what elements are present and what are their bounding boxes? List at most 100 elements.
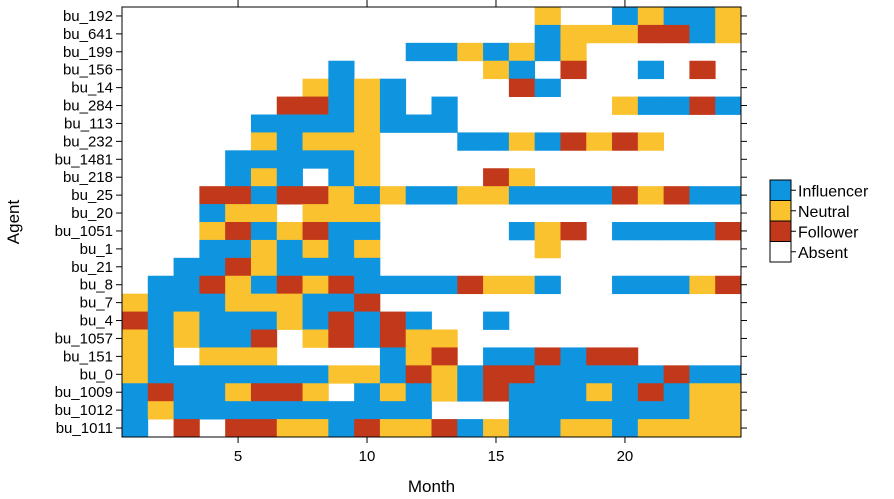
cell-bu_7-month-2 — [147, 293, 174, 312]
cell-bu_1011-month-17 — [534, 419, 561, 438]
cell-bu_25-month-8 — [302, 186, 329, 205]
cell-bu_1-month-7 — [276, 239, 303, 259]
cell-bu_8-month-22 — [663, 275, 690, 295]
y-tick-label: bu_8 — [80, 277, 113, 294]
cell-bu_151-month-6 — [250, 347, 278, 366]
y-tick-label: bu_25 — [71, 187, 113, 204]
cell-bu_284-month-9 — [328, 96, 355, 115]
cell-bu_1-month-8 — [302, 239, 329, 259]
y-tick-label: bu_1012 — [55, 402, 113, 419]
cell-bu_1051-month-22 — [663, 222, 690, 241]
cell-bu_113-month-7 — [276, 114, 303, 133]
cell-bu_1057-month-5 — [225, 329, 252, 348]
cell-bu_232-month-16 — [508, 132, 536, 151]
cell-bu_4-month-1 — [122, 311, 149, 330]
cell-bu_1051-month-21 — [637, 222, 665, 241]
cell-bu_1-month-9 — [328, 239, 355, 259]
cell-bu_1051-month-7 — [276, 222, 303, 241]
cell-bu_1012-month-9 — [328, 401, 355, 420]
cell-bu_192-month-21 — [637, 7, 665, 26]
cell-bu_21-month-10 — [354, 257, 381, 277]
y-tick-label: bu_192 — [63, 8, 113, 25]
cell-bu_113-month-9 — [328, 114, 355, 133]
y-tick-label: bu_113 — [64, 115, 113, 132]
cell-bu_20-month-8 — [302, 204, 329, 223]
cell-bu_199-month-12 — [405, 42, 432, 62]
cell-bu_232-month-10 — [354, 132, 381, 151]
cell-bu_192-month-17 — [534, 7, 561, 26]
cell-bu_14-month-8 — [302, 78, 329, 97]
cell-bu_1051-month-5 — [225, 222, 252, 241]
cell-bu_199-month-14 — [457, 42, 484, 62]
cell-bu_8-month-11 — [379, 275, 407, 295]
cell-bu_1012-month-24 — [715, 401, 742, 420]
cell-bu_232-month-21 — [637, 132, 665, 151]
cell-bu_284-month-13 — [431, 96, 458, 115]
cell-bu_1-month-10 — [354, 239, 381, 259]
cell-bu_20-month-10 — [354, 204, 381, 223]
cell-bu_284-month-21 — [637, 96, 665, 115]
cell-bu_232-month-7 — [276, 132, 303, 151]
y-tick-label: bu_1009 — [55, 384, 113, 401]
cell-bu_1011-month-14 — [457, 419, 484, 438]
cell-bu_1009-month-1 — [122, 383, 149, 402]
cell-bu_21-month-3 — [173, 257, 200, 277]
x-axis: 5 10 15 20 — [234, 0, 633, 465]
cell-bu_151-month-2 — [147, 347, 174, 366]
cell-bu_151-month-20 — [612, 347, 639, 366]
cell-bu_4-month-9 — [328, 311, 355, 330]
cell-bu_113-month-11 — [379, 114, 407, 133]
cell-bu_199-month-15 — [483, 42, 510, 62]
y-tick-label: bu_199 — [63, 44, 113, 61]
cell-bu_1009-month-12 — [405, 383, 432, 402]
y-tick-label: bu_1 — [80, 241, 113, 258]
cell-bu_1009-month-7 — [276, 383, 303, 402]
cell-bu_25-month-14 — [457, 186, 484, 205]
cell-bu_21-month-4 — [199, 257, 226, 277]
cell-bu_21-month-8 — [302, 257, 329, 277]
x-tick-label: 10 — [359, 448, 376, 465]
x-axis-title: Month — [408, 477, 455, 496]
cell-bu_21-month-6 — [250, 257, 278, 277]
cell-bu_151-month-1 — [122, 347, 149, 366]
cell-bu_14-month-11 — [379, 78, 407, 97]
cell-bu_21-month-7 — [276, 257, 303, 277]
cell-bu_156-month-9 — [328, 60, 355, 80]
cell-bu_8-month-24 — [715, 275, 742, 295]
cell-bu_1051-month-9 — [328, 222, 355, 241]
cell-bu_1012-month-4 — [199, 401, 226, 420]
cell-bu_1012-month-11 — [379, 401, 407, 420]
plot-frame — [121, 6, 742, 438]
cell-bu_1051-month-23 — [689, 222, 716, 241]
cell-bu_1012-month-3 — [173, 401, 200, 420]
cell-bu_641-month-24 — [715, 24, 742, 44]
legend-swatch-influencer — [769, 179, 792, 201]
cell-bu_0-month-21 — [637, 365, 665, 384]
cell-bu_156-month-21 — [637, 60, 665, 80]
legend-label-neutral: Neutral — [798, 204, 850, 221]
cell-bu_25-month-13 — [431, 186, 458, 205]
cell-bu_25-month-22 — [663, 186, 690, 205]
cell-bu_1011-month-5 — [225, 419, 252, 438]
y-tick-label: bu_20 — [71, 205, 113, 222]
cell-bu_7-month-6 — [250, 293, 278, 312]
cell-bu_4-month-6 — [250, 311, 278, 330]
cell-bu_113-month-12 — [405, 114, 432, 133]
cell-bu_8-month-4 — [199, 275, 226, 295]
cell-bu_25-month-7 — [276, 186, 303, 205]
cell-bu_14-month-16 — [508, 78, 536, 97]
cell-bu_0-month-23 — [689, 365, 716, 384]
cell-bu_14-month-10 — [354, 78, 381, 97]
cell-bu_1057-month-2 — [147, 329, 174, 348]
cell-bu_25-month-9 — [328, 186, 355, 205]
y-tick-label: bu_1011 — [56, 420, 113, 437]
cell-bu_8-month-12 — [405, 275, 432, 295]
cell-bu_232-month-8 — [302, 132, 329, 151]
cell-bu_1057-month-1 — [122, 329, 149, 348]
cell-bu_1009-month-8 — [302, 383, 329, 402]
cell-bu_232-month-6 — [250, 132, 278, 151]
cell-bu_232-month-15 — [483, 132, 510, 151]
cell-bu_0-month-16 — [508, 365, 536, 384]
cell-bu_232-month-20 — [612, 132, 639, 151]
cell-bu_1009-month-4 — [199, 383, 226, 402]
